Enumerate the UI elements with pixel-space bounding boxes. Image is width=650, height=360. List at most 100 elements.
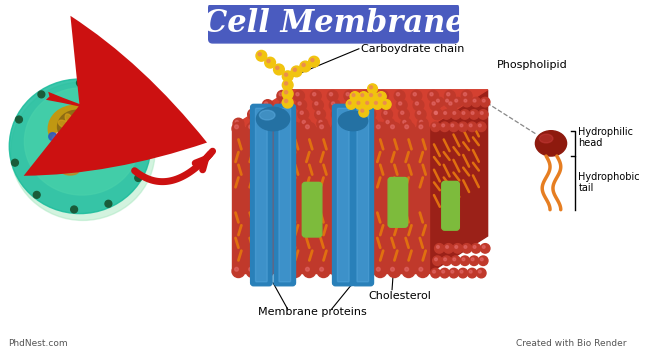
Circle shape [415,109,426,120]
Circle shape [302,63,305,67]
Circle shape [372,99,382,109]
Circle shape [369,120,372,123]
Circle shape [367,111,370,114]
Circle shape [346,93,349,96]
Circle shape [332,122,344,135]
Circle shape [361,94,364,96]
Circle shape [478,270,481,273]
Circle shape [105,200,112,207]
Circle shape [370,86,372,89]
Circle shape [463,93,467,96]
Circle shape [332,109,343,120]
Circle shape [296,93,299,96]
Ellipse shape [62,166,79,175]
FancyBboxPatch shape [251,104,272,286]
Circle shape [469,256,479,265]
Circle shape [265,102,268,105]
Circle shape [403,120,406,123]
Ellipse shape [91,123,110,134]
Circle shape [458,122,468,131]
Circle shape [437,246,439,248]
Circle shape [348,102,352,105]
Circle shape [352,94,355,96]
Circle shape [431,122,440,131]
Circle shape [382,109,393,120]
Circle shape [359,265,372,278]
Circle shape [478,110,488,119]
Circle shape [451,270,454,273]
Circle shape [433,110,442,119]
FancyBboxPatch shape [302,183,322,237]
Circle shape [277,267,281,271]
Circle shape [374,265,387,278]
Circle shape [306,125,309,129]
Circle shape [435,258,437,261]
Circle shape [142,126,148,133]
Circle shape [365,109,376,120]
Circle shape [471,112,474,114]
Circle shape [298,109,309,120]
Circle shape [266,111,270,114]
Ellipse shape [536,131,567,156]
Circle shape [480,258,483,261]
Circle shape [235,267,239,271]
Circle shape [471,244,481,253]
Circle shape [334,125,338,129]
FancyBboxPatch shape [333,104,354,286]
Ellipse shape [51,151,70,161]
Text: Cholesterol: Cholesterol [369,291,432,301]
Circle shape [357,102,360,104]
Circle shape [374,102,378,104]
Circle shape [400,111,404,114]
Circle shape [367,118,378,129]
Circle shape [446,246,448,248]
Circle shape [460,124,463,127]
Ellipse shape [25,88,140,195]
Circle shape [382,99,391,109]
Circle shape [433,124,436,127]
Circle shape [275,265,287,278]
Ellipse shape [80,123,94,131]
Circle shape [49,132,57,140]
Circle shape [330,93,333,96]
Circle shape [311,58,314,62]
Circle shape [464,99,467,102]
Circle shape [458,268,468,278]
Circle shape [348,102,351,104]
Ellipse shape [88,120,107,130]
FancyBboxPatch shape [357,108,369,282]
Ellipse shape [259,110,275,120]
Circle shape [378,90,388,101]
Circle shape [311,90,321,101]
Circle shape [444,244,453,253]
Circle shape [250,118,261,129]
Ellipse shape [58,110,97,143]
Circle shape [268,120,272,123]
Circle shape [391,125,395,129]
Circle shape [274,64,284,75]
Circle shape [469,270,472,273]
Circle shape [374,122,387,135]
Circle shape [388,122,401,135]
Circle shape [442,110,451,119]
Circle shape [478,124,481,127]
Polygon shape [232,90,488,127]
Circle shape [467,122,477,131]
Circle shape [232,122,245,135]
Circle shape [430,100,441,111]
Ellipse shape [78,116,88,127]
Circle shape [319,120,322,123]
Circle shape [384,102,386,104]
Circle shape [482,99,485,102]
Ellipse shape [48,105,102,152]
Circle shape [446,99,448,102]
Circle shape [413,100,424,111]
Circle shape [344,90,355,101]
Circle shape [396,93,400,96]
Circle shape [430,93,433,96]
Ellipse shape [83,105,116,129]
Circle shape [348,125,352,129]
Ellipse shape [65,114,74,126]
Circle shape [317,122,330,135]
Circle shape [359,92,369,102]
